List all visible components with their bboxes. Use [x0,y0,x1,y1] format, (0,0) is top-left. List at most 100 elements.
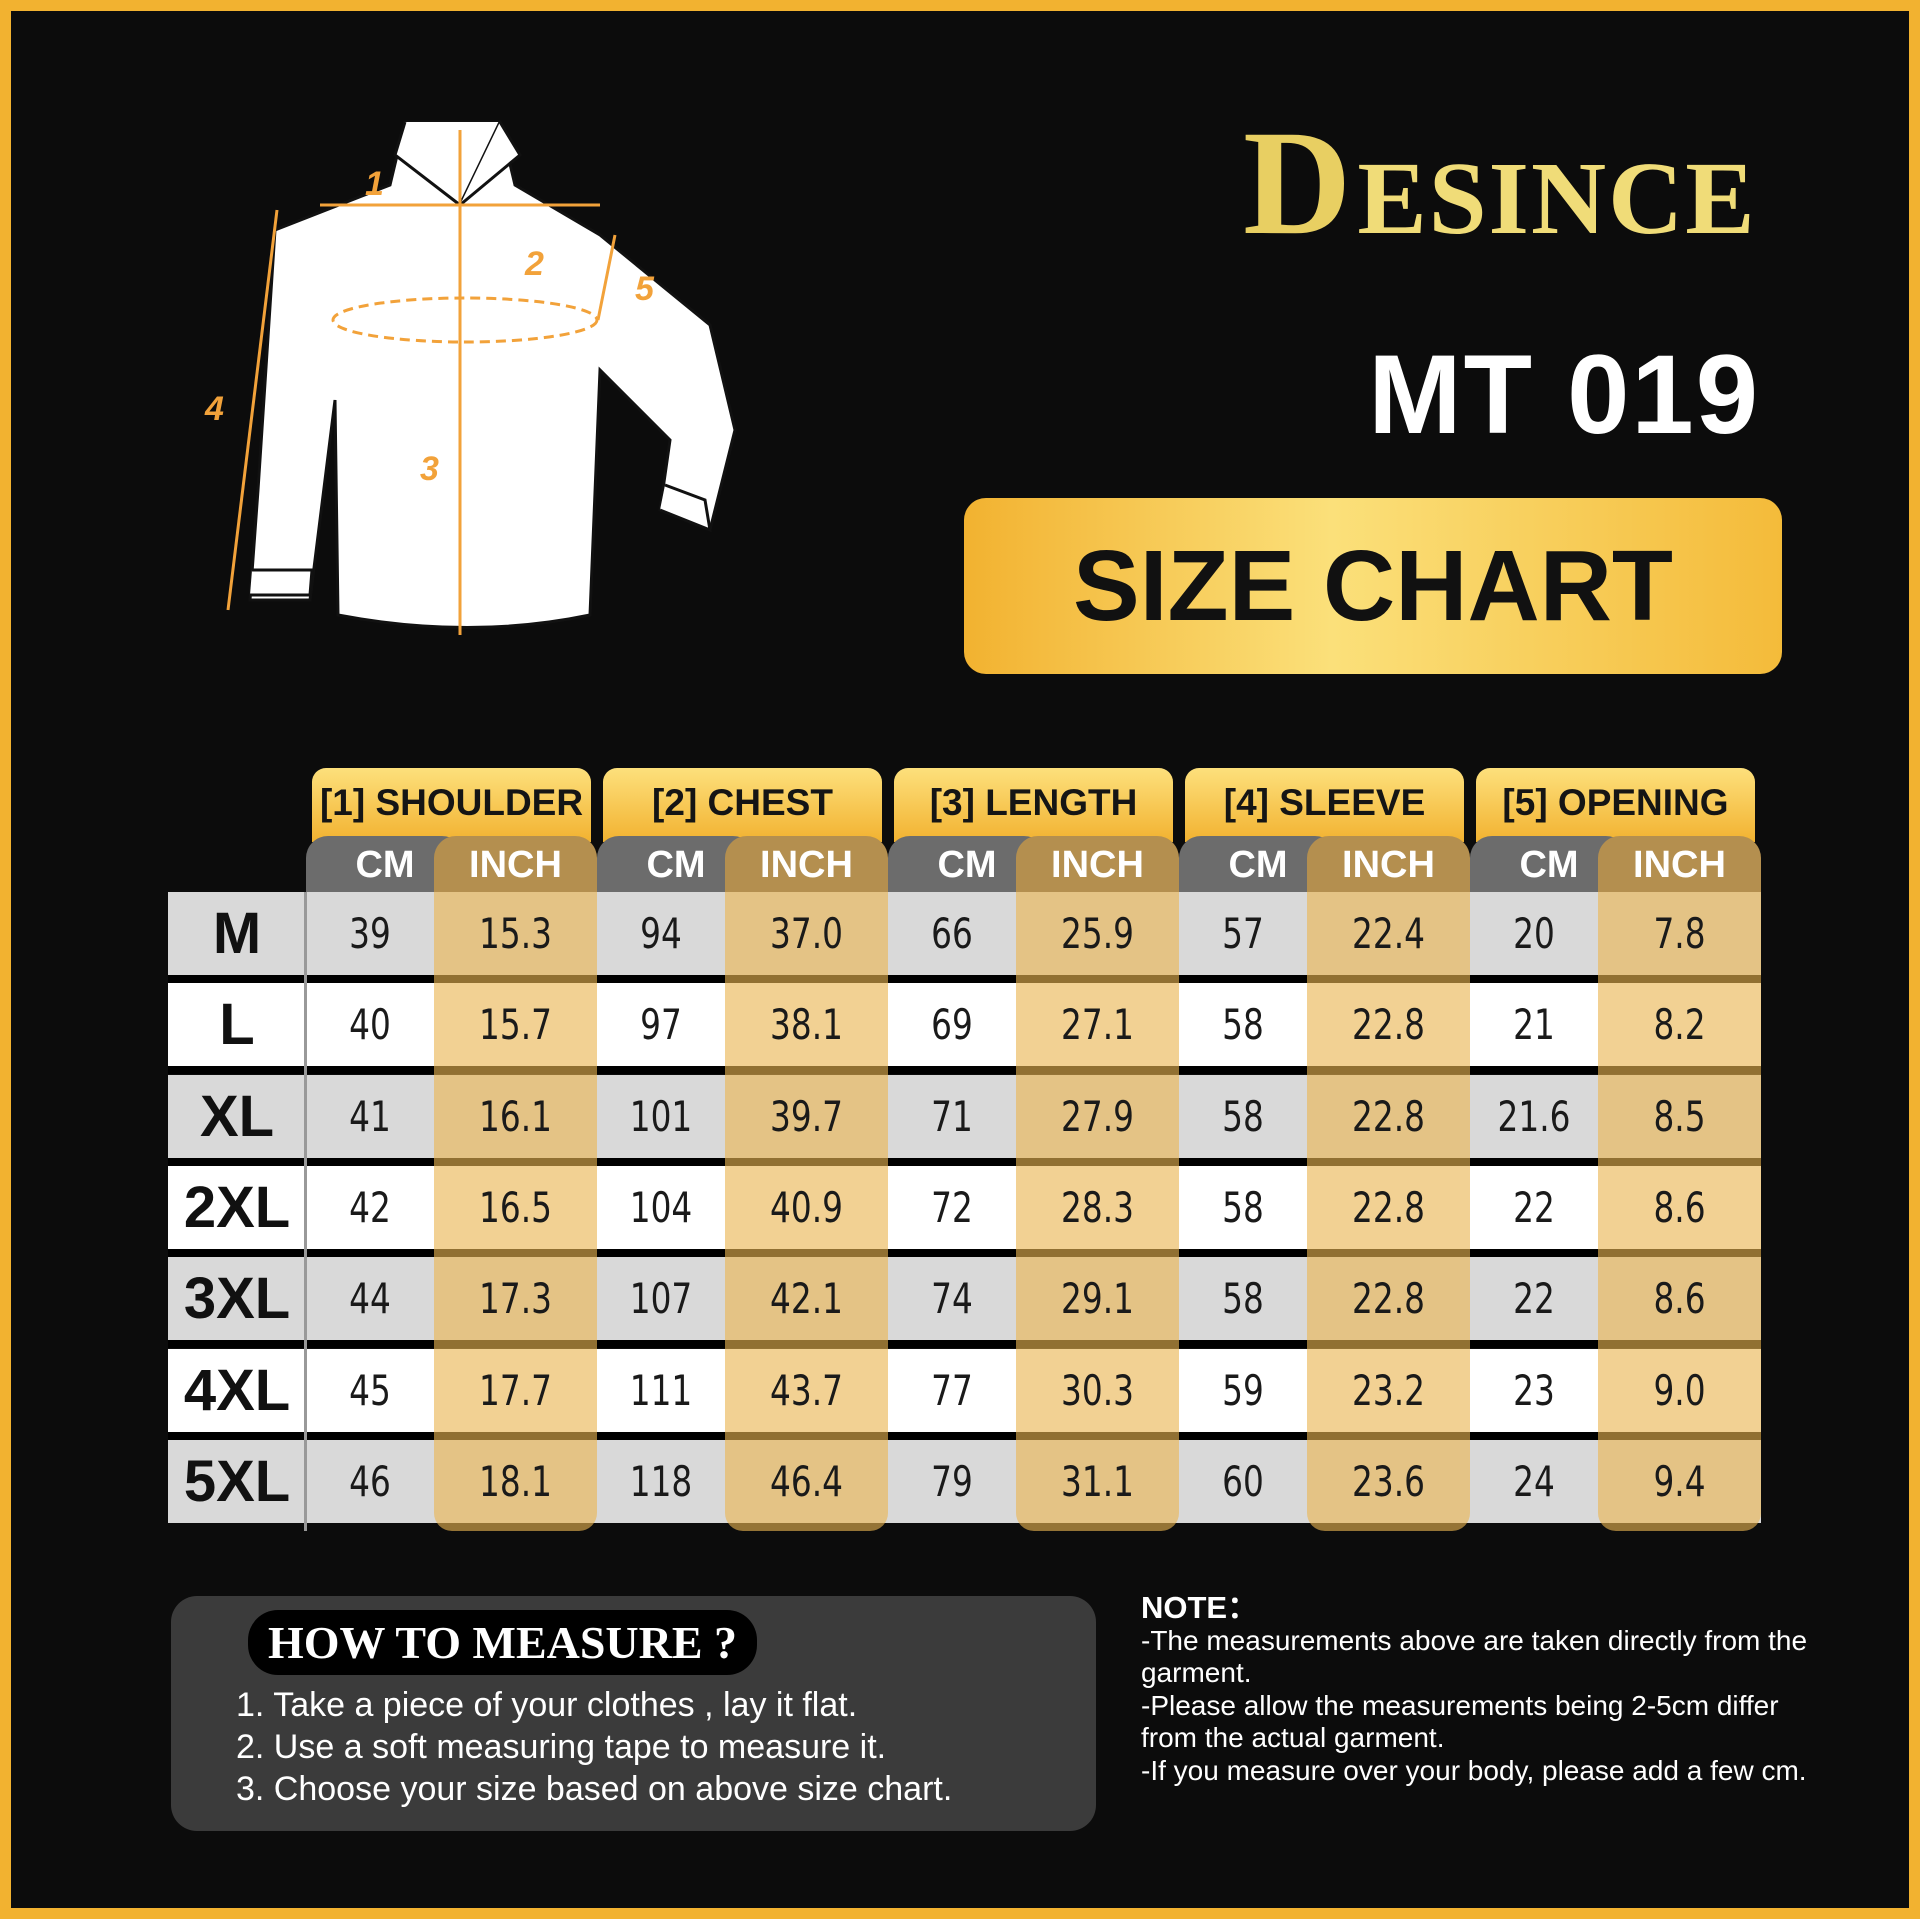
table-row: XL 41 16.1 101 39.7 71 27.9 58 22.8 21.6 8.5 [168,1074,1761,1158]
inch-value: 23.2 [1352,1365,1425,1415]
shirt-diagram: 1 2 3 4 5 [204,120,737,635]
cm-value: 20 [1513,909,1555,958]
cm-value: 94 [640,909,682,958]
cm-value: 42 [349,1182,391,1232]
label-3: 3 [420,450,439,488]
inch-value: 22.8 [1352,1000,1425,1050]
cm-value: 111 [629,1365,693,1415]
cm-value: 59 [1222,1365,1264,1415]
cm-value: 41 [349,1091,391,1141]
inch-value: 29.1 [1061,1274,1134,1324]
inch-value: 15.3 [479,909,552,958]
inch-column-highlight [1016,892,1179,1531]
cm-value: 46 [349,1456,391,1506]
how-to-measure-box: HOW TO MEASURE ? 1. Take a piece of your… [171,1596,1096,1831]
label-2: 2 [524,245,544,283]
inch-value: 28.3 [1061,1182,1134,1232]
step: 3. Choose your size based on above size … [236,1770,953,1808]
note-line: -If you measure over your body, please a… [1141,1754,1807,1786]
row-divider [168,1066,1761,1075]
table-row: L 40 15.7 97 38.1 69 27.1 58 22.8 21 8.2 [168,983,1761,1067]
label-1: 1 [365,165,384,203]
cm-value: 69 [931,1000,973,1050]
inch-value: 39.7 [770,1091,843,1141]
cm-value: 74 [931,1274,973,1324]
cm-value: 101 [629,1091,693,1141]
note-line: -The measurements above are taken direct… [1141,1624,1808,1689]
cm-value: 71 [931,1091,973,1141]
step: 2. Use a soft measuring tape to measure … [236,1728,887,1766]
size-label: 4XL [183,1357,291,1423]
size-chart-title: SIZE CHART [964,498,1782,674]
step: 1. Take a piece of your clothes , lay it… [236,1686,858,1724]
row-divider [168,1157,1761,1166]
size-column-divider [304,892,307,1531]
cm-value: 58 [1222,1091,1264,1141]
size-label: 2XL [183,1174,291,1240]
inch-value: 43.7 [770,1365,843,1415]
cm-value: 60 [1222,1456,1264,1506]
size-label: M [212,901,262,966]
unit-header-inch: INCH [1016,836,1179,892]
size-label: 3XL [183,1266,291,1332]
cm-value: 45 [349,1365,391,1415]
unit-header-inch: INCH [1307,836,1470,892]
cm-value: 44 [349,1274,391,1324]
size-label: XL [199,1083,275,1149]
cm-value: 21.6 [1497,1091,1571,1141]
unit-header-inch: INCH [725,836,888,892]
column-group-header: [3] LENGTH [894,768,1173,842]
inch-value: 25.9 [1061,909,1134,958]
cm-value: 58 [1222,1274,1264,1324]
inch-value: 16.1 [479,1091,552,1141]
inch-value: 42.1 [770,1274,843,1324]
inch-column-highlight [1598,892,1761,1531]
inch-value: 8.5 [1653,1091,1706,1141]
inch-value: 31.1 [1061,1456,1134,1506]
inch-value: 22.4 [1352,909,1425,958]
unit-header-inch: INCH [1598,836,1761,892]
inch-value: 22.8 [1352,1091,1425,1141]
cm-value: 24 [1513,1456,1555,1506]
row-divider [168,975,1761,983]
cm-value: 107 [629,1274,693,1324]
note-line: -Please allow the measurements being 2-5… [1141,1689,1779,1754]
inch-value: 23.6 [1352,1456,1425,1506]
inch-value: 22.8 [1352,1274,1425,1324]
cm-value: 58 [1222,1000,1264,1050]
cm-value: 39 [349,909,391,958]
inch-value: 37.0 [770,909,843,958]
inch-column-highlight [725,892,888,1531]
inch-value: 46.4 [770,1456,843,1506]
inch-value: 40.9 [770,1182,843,1232]
cm-value: 118 [629,1456,693,1506]
inch-value: 8.6 [1653,1182,1706,1232]
row-divider [168,1248,1761,1257]
cm-value: 66 [931,909,973,958]
inch-value: 15.7 [479,1000,552,1050]
table-row: 2XL 42 16.5 104 40.9 72 28.3 58 22.8 22 8.6 [168,1165,1761,1249]
inch-value: 8.6 [1653,1274,1706,1324]
cm-value: 79 [931,1456,973,1506]
inch-value: 30.3 [1061,1365,1134,1415]
row-divider [168,1340,1761,1349]
inch-value: 27.1 [1061,1000,1134,1050]
inch-value: 9.4 [1653,1456,1706,1506]
how-to-measure-title: HOW TO MEASURE ? [248,1610,758,1675]
model-number: MT 019 [1368,332,1760,457]
table-row: 5XL 46 18.1 118 46.4 79 31.1 60 23.6 24 9.4 [168,1439,1761,1523]
cm-value: 40 [349,1000,391,1050]
column-group-header: [2] CHEST [603,768,882,842]
table-row: M 39 15.3 94 37.0 66 25.9 57 22.4 20 7.8 [168,892,1761,975]
column-group-header: [1] SHOULDER [312,768,591,842]
size-label: 5XL [183,1448,291,1514]
inch-value: 38.1 [770,1000,843,1050]
table-row: 3XL 44 17.3 107 42.1 74 29.1 58 22.8 22 8.6 [168,1257,1761,1341]
inch-value: 7.8 [1653,909,1706,958]
column-group-header: [4] SLEEVE [1185,768,1464,842]
inch-column-highlight [1307,892,1470,1531]
table-row: 4XL 45 17.7 111 43.7 77 30.3 59 23.2 23 9.0 [168,1348,1761,1432]
cm-value: 23 [1513,1365,1555,1415]
cm-value: 57 [1222,909,1264,958]
label-4: 4 [204,390,224,428]
